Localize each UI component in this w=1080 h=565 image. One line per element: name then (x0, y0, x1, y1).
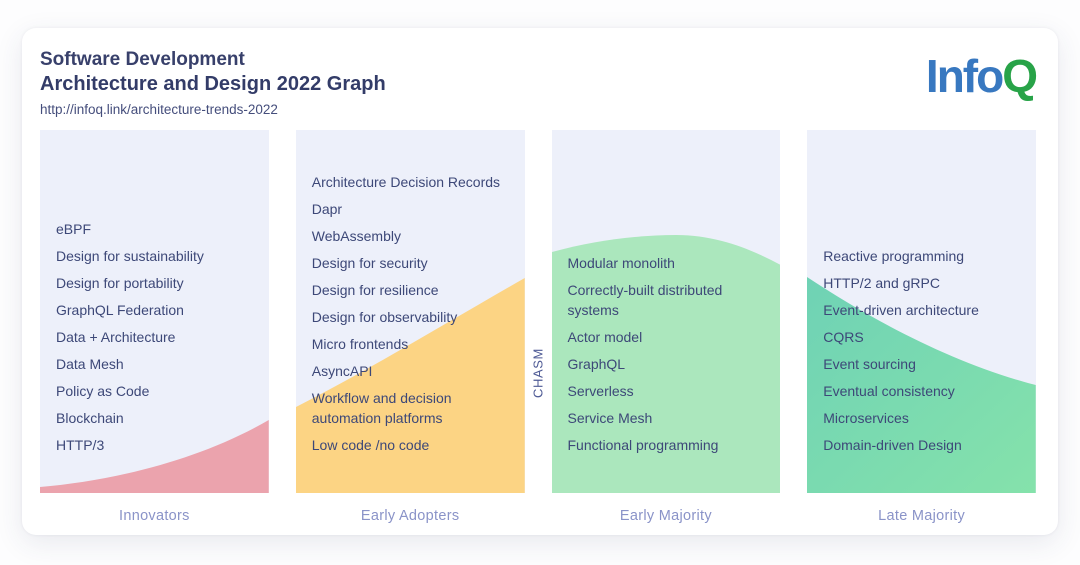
stage-label-early-majority: Early Majority (619, 508, 712, 524)
trend-item: Design for security (311, 255, 428, 271)
trend-item: Design for portability (56, 275, 184, 291)
title-block: Software Development Architecture and De… (40, 48, 386, 117)
stage-column-innovators: eBPF Design for sustainability Design fo… (40, 130, 269, 493)
trend-item: Serverless (567, 383, 634, 399)
trend-item: Actor model (567, 329, 643, 345)
trend-item: Modular monolith (567, 255, 675, 271)
trend-item: Eventual consistency (823, 383, 955, 399)
header: Software Development Architecture and De… (40, 48, 1038, 117)
trend-item: WebAssembly (311, 228, 401, 244)
trend-item: AsyncAPI (311, 363, 373, 379)
late-majority-curve-segment (807, 277, 1036, 493)
trend-item: Functional programming (567, 437, 719, 453)
trend-item: Data + Architecture (56, 329, 176, 345)
trend-item: Policy as Code (56, 383, 150, 399)
trend-item: Dapr (311, 201, 343, 217)
trend-item: Data Mesh (56, 356, 124, 372)
trend-item: Event-driven architecture (823, 302, 979, 318)
infographic-card: Software Development Architecture and De… (22, 28, 1058, 535)
trend-item: Reactive programming (823, 248, 965, 264)
trend-item: Workflow and decision automation platfor… (311, 390, 452, 426)
innovators-items: eBPF Design for sustainability Design fo… (56, 219, 264, 455)
report-url: http://infoq.link/architecture-trends-20… (40, 102, 278, 117)
stage-labels-row: Innovators Early Adopters Early Majority… (40, 508, 1036, 524)
stage-column-early-majority: Modular monolith Correctly-built distrib… (551, 130, 781, 493)
title-line-1: Software Development (40, 49, 245, 70)
logo-text-q: Q (1002, 50, 1038, 102)
infoq-logo: InfoQ (926, 53, 1038, 99)
trend-item: Correctly-built distributed systems (567, 282, 723, 318)
stage-column-late-majority: Reactive programming HTTP/2 and gRPC Eve… (807, 130, 1036, 493)
trend-item: Micro frontends (311, 336, 409, 352)
trend-item: Design for observability (311, 309, 458, 325)
chasm-label: CHASM (530, 348, 546, 399)
trend-item: Architecture Decision Records (311, 174, 501, 190)
trend-item: Domain-driven Design (823, 437, 962, 453)
stage-column-early-adopters: Architecture Decision Records Dapr WebAs… (295, 130, 525, 493)
trend-item: Design for resilience (311, 282, 439, 298)
early-adopters-items: Architecture Decision Records Dapr WebAs… (312, 172, 520, 455)
trend-item: Blockchain (56, 410, 124, 426)
trend-item: GraphQL Federation (56, 302, 184, 318)
trend-item: GraphQL (567, 356, 626, 372)
trend-item: Service Mesh (567, 410, 653, 426)
trend-item: CQRS (823, 329, 864, 345)
title-line-2: Architecture and Design 2022 Graph (40, 73, 386, 95)
trend-item: Event sourcing (823, 356, 916, 372)
stage-label-innovators: Innovators (119, 508, 190, 524)
trend-item: eBPF (56, 221, 92, 237)
trend-item: HTTP/3 (56, 437, 105, 453)
stage-label-late-majority: Late Majority (878, 508, 966, 524)
logo-text-info: Info (925, 50, 1004, 102)
adoption-curve-chart: eBPF Design for sustainability Design fo… (40, 130, 1036, 493)
early-majority-curve-segment (551, 235, 781, 493)
trend-item: Design for sustainability (56, 248, 204, 264)
trend-item: Low code /no code (311, 437, 430, 453)
early-majority-items: Modular monolith Correctly-built distrib… (568, 253, 776, 455)
trend-item: Microservices (823, 410, 909, 426)
late-majority-items: Reactive programming HTTP/2 and gRPC Eve… (823, 246, 1031, 455)
innovators-curve-segment (40, 420, 269, 493)
stage-label-early-adopters: Early Adopters (360, 508, 460, 524)
early-adopters-curve-segment (295, 278, 525, 493)
trend-item: HTTP/2 and gRPC (823, 275, 940, 291)
